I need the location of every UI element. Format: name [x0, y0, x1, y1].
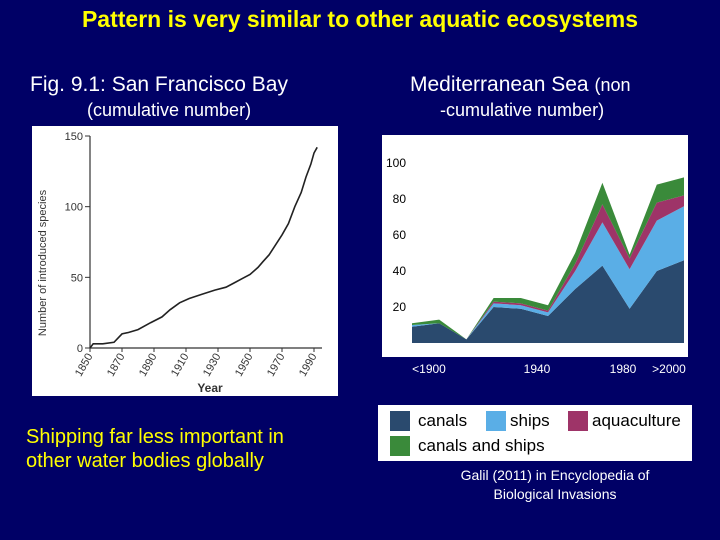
x-axis-band: [382, 357, 688, 381]
x-tick-label: 1870: [105, 352, 128, 379]
right-heading-main: Mediterranean Sea: [410, 73, 589, 96]
citation-line1: Galil (2011) in Encyclopedia of: [460, 467, 650, 483]
legend-swatch-ships: [486, 411, 506, 431]
y-tick-label: 100: [386, 156, 406, 170]
y-tick-label: 60: [393, 228, 407, 242]
left-chart-subheading: (cumulative number): [87, 100, 252, 120]
shipping-note-line2: other water bodies globally: [26, 450, 264, 472]
area-canals: [412, 260, 684, 343]
x-tick-label: 1890: [137, 352, 160, 379]
x-tick-label: 1990: [297, 352, 320, 379]
x-tick-label: 1970: [265, 352, 288, 379]
left-chart-heading: Fig. 9.1: San Francisco Bay: [30, 73, 288, 96]
y-tick-label: 40: [393, 264, 407, 278]
y-axis-title: Number of introduced species: [37, 189, 49, 336]
x-tick-label: 1850: [73, 352, 96, 379]
shipping-note-line1: Shipping far less important in: [26, 426, 284, 448]
y-tick-label: 20: [393, 300, 407, 314]
citation-line2: Biological Invasions: [493, 486, 617, 502]
right-heading-small: (non: [594, 75, 631, 95]
shipping-note: Shipping far less important in other wat…: [26, 425, 356, 473]
citation: Galil (2011) in Encyclopedia of Biologic…: [420, 466, 690, 504]
x-tick-label: >2000: [652, 362, 686, 376]
x-tick-label: 1940: [524, 362, 551, 376]
sf-bay-chart: Number of introduced species Year 0 50 100…: [32, 126, 338, 396]
cumulative-species-line: [89, 146, 318, 349]
x-tick-label: 1950: [233, 352, 256, 379]
slide-title: Pattern is very similar to other aquatic…: [81, 6, 639, 32]
legend-label-ships: ships: [510, 411, 550, 430]
y-tick-label: 0: [77, 343, 83, 355]
legend-label-canals-and-ships: canals and ships: [418, 436, 545, 455]
legend-label-aquaculture: aquaculture: [592, 411, 681, 430]
legend-label-canals: canals: [418, 411, 468, 430]
x-tick-label: 1980: [610, 362, 637, 376]
x-tick-label: <1900: [412, 362, 446, 376]
x-tick-label: 1910: [169, 352, 192, 379]
y-tick-label: 50: [71, 272, 83, 284]
right-chart-heading: Mediterranean Sea (non: [410, 73, 631, 97]
right-chart-subheading: -cumulative number): [440, 100, 605, 120]
x-axis-title: Year: [197, 381, 223, 395]
area-aquaculture: [412, 195, 684, 340]
x-tick-label: 1930: [201, 352, 224, 379]
mediterranean-chart: 20 40 60 80 100 <1900 1940 1980 >2000: [382, 135, 688, 381]
y-tick-label: 80: [393, 192, 407, 206]
area-ships: [412, 206, 684, 340]
y-tick-label: 100: [65, 202, 83, 214]
chart-legend: canals ships aquaculture canals and ship…: [378, 405, 692, 461]
legend-swatch-canals: [390, 411, 410, 431]
y-tick-label: 150: [65, 131, 83, 143]
legend-swatch-aquaculture: [568, 411, 588, 431]
legend-swatch-canals-and-ships: [390, 436, 410, 456]
